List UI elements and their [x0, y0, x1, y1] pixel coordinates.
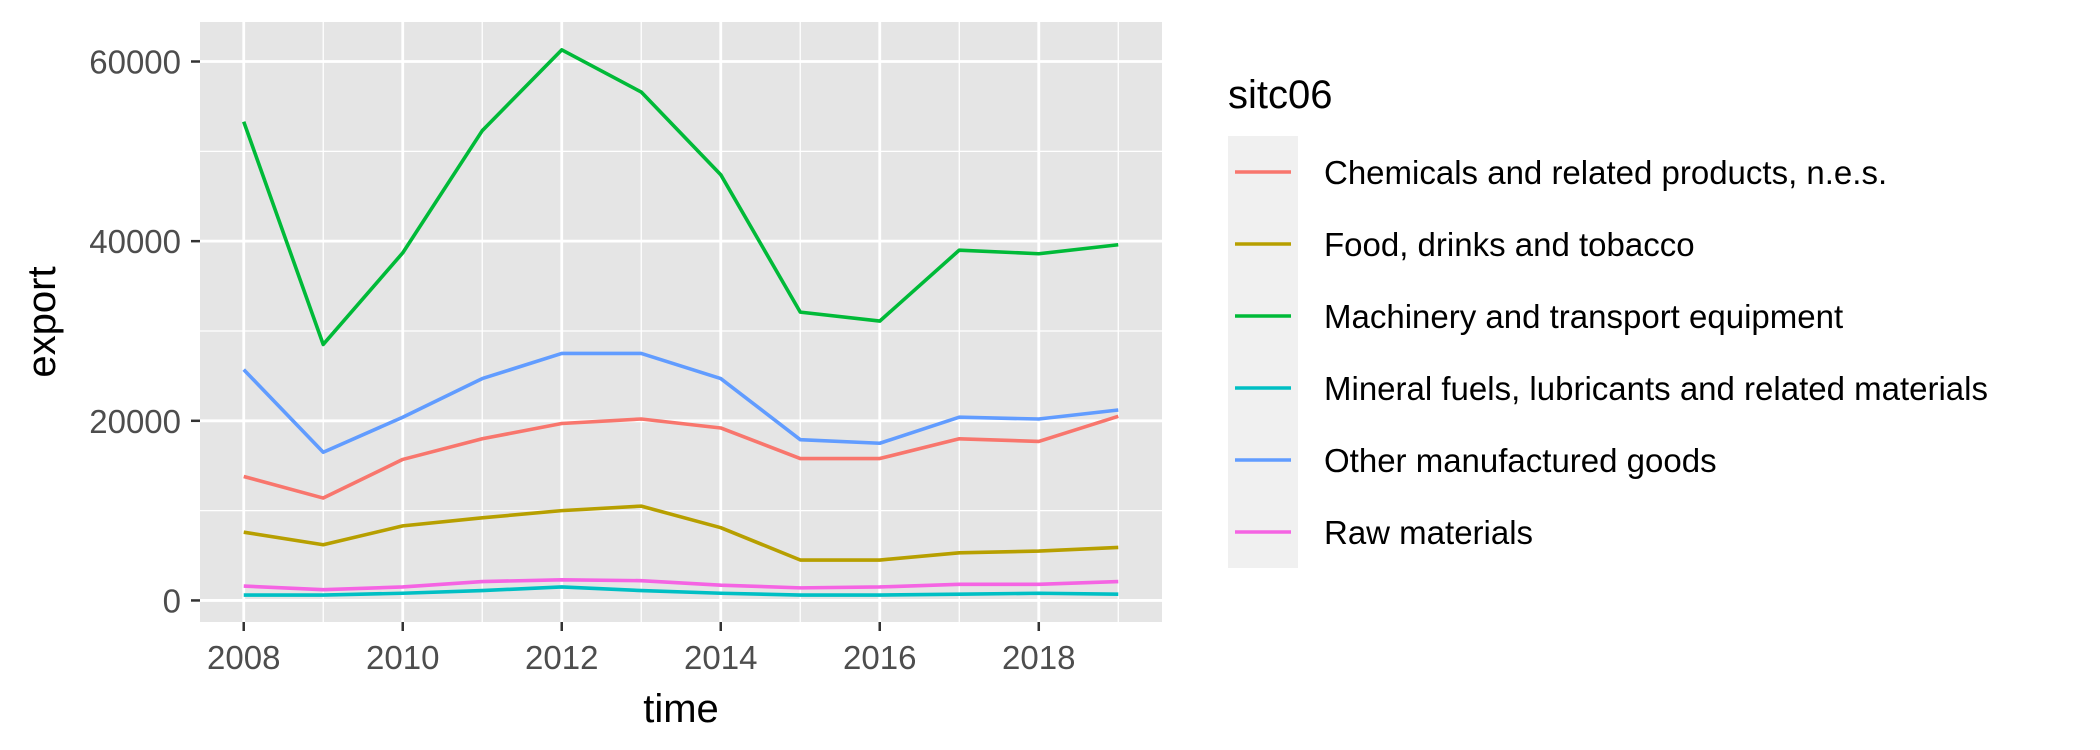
legend-label-2: Machinery and transport equipment [1324, 298, 1843, 335]
legend-label-0: Chemicals and related products, n.e.s. [1324, 154, 1887, 191]
x-tick-label: 2008 [207, 639, 280, 676]
x-tick-label: 2012 [525, 639, 598, 676]
legend-key-background [1228, 136, 1298, 568]
y-tick-label: 60000 [89, 44, 181, 81]
legend-label-1: Food, drinks and tobacco [1324, 226, 1695, 263]
legend-label-3: Mineral fuels, lubricants and related ma… [1324, 370, 1988, 407]
y-tick-label: 40000 [89, 223, 181, 260]
x-tick-label: 2016 [843, 639, 916, 676]
legend-title: sitc06 [1228, 73, 1333, 117]
x-axis-title: time [643, 687, 719, 731]
x-tick-label: 2010 [366, 639, 439, 676]
y-tick-label: 0 [163, 582, 181, 619]
x-tick-label: 2014 [684, 639, 757, 676]
x-tick-label: 2018 [1002, 639, 1075, 676]
legend-label-4: Other manufactured goods [1324, 442, 1717, 479]
y-tick-label: 20000 [89, 403, 181, 440]
legend-label-5: Raw materials [1324, 514, 1533, 551]
y-axis-title: export [20, 266, 64, 377]
